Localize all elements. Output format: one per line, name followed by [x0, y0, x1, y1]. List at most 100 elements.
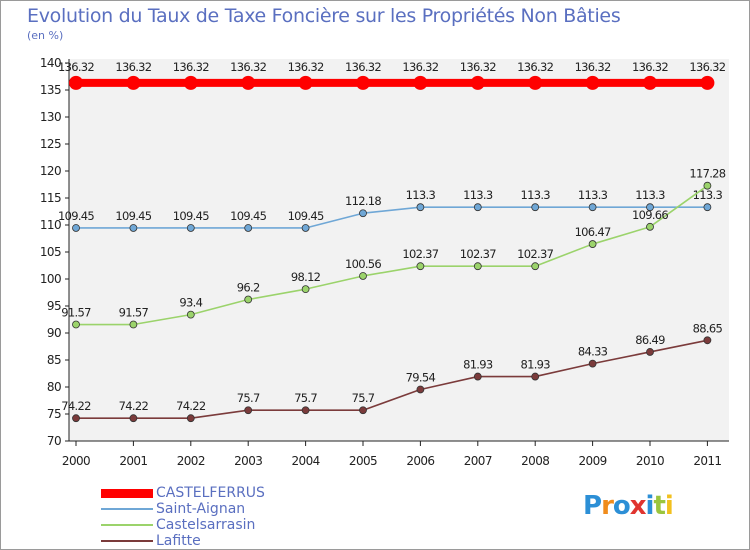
y-tick-label: 90	[47, 326, 61, 340]
brand-logo: Proxiti	[583, 491, 674, 521]
data-label: 91.57	[61, 306, 91, 320]
series-line	[76, 339, 708, 420]
data-label: 109.45	[173, 209, 209, 223]
data-point	[244, 406, 253, 415]
legend-swatch	[101, 540, 153, 542]
x-tick-label: 2000	[62, 454, 90, 468]
y-tick-label: 110	[40, 218, 61, 232]
data-point	[72, 224, 80, 232]
brand-letter: i	[645, 491, 655, 521]
y-tick-label: 70	[47, 434, 61, 448]
data-point	[531, 372, 540, 381]
data-label: 109.66	[632, 208, 668, 222]
y-tick-label: 115	[40, 191, 61, 205]
data-label: 75.7	[294, 391, 317, 405]
data-point	[588, 203, 597, 212]
data-label: 136.32	[115, 60, 151, 74]
data-point	[646, 203, 654, 212]
data-point	[301, 224, 310, 232]
data-label: 113.3	[578, 188, 608, 202]
data-label: 109.45	[288, 209, 324, 223]
data-label: 88.65	[693, 321, 723, 335]
data-point	[241, 75, 256, 90]
data-label: 112.18	[345, 194, 381, 208]
brand-letter: t	[653, 491, 665, 521]
data-point	[416, 203, 425, 212]
data-point	[129, 414, 138, 423]
data-label: 100.56	[345, 257, 381, 271]
brand-letter: i	[664, 491, 674, 521]
chart-title: Evolution du Taux de Taxe Foncière sur l…	[27, 5, 621, 27]
data-label: 136.32	[345, 60, 381, 74]
x-tick-label: 2008	[521, 454, 549, 468]
y-tick-label: 105	[40, 245, 61, 259]
data-label: 102.37	[402, 247, 438, 261]
x-tick-label: 2010	[636, 454, 664, 468]
data-label: 113.3	[693, 188, 723, 202]
data-point	[186, 224, 195, 232]
data-point	[72, 414, 80, 423]
x-tick-label: 2001	[119, 454, 147, 468]
data-label: 113.3	[635, 188, 665, 202]
y-tick-label: 140	[40, 56, 61, 70]
y-tick-label: 120	[40, 164, 61, 178]
brand-letter: r	[601, 491, 614, 521]
data-label: 81.93	[463, 358, 493, 372]
data-point	[244, 224, 253, 232]
data-label: 84.33	[578, 345, 608, 359]
data-point	[183, 75, 198, 90]
data-label: 75.7	[352, 391, 375, 405]
legend-item: Lafitte	[101, 533, 265, 549]
series-lafitte: 74.22 74.22 74.22 75.7 75.7 75.7 79.54 81.93 81.…	[61, 321, 723, 423]
data-label: 136.32	[575, 60, 611, 74]
data-label: 102.37	[460, 247, 496, 261]
data-point	[473, 372, 482, 381]
legend-swatch	[101, 524, 153, 526]
series-castelferrus: 136.32 136.32 136.32 136.32 136.32 136.32 136.…	[58, 60, 726, 90]
data-point	[588, 359, 597, 368]
data-label: 109.45	[230, 209, 266, 223]
x-tick-label: 2004	[292, 454, 320, 468]
data-label: 136.32	[58, 60, 94, 74]
data-point	[531, 203, 540, 212]
data-label: 136.32	[517, 60, 553, 74]
data-label: 74.22	[61, 399, 91, 413]
data-point	[646, 222, 654, 231]
data-label: 74.22	[119, 399, 149, 413]
chart-legend: CASTELFERRUS Saint-Aignan Castelsarrasin La…	[101, 485, 265, 549]
data-point	[413, 75, 428, 90]
data-label: 136.32	[173, 60, 209, 74]
data-label: 136.32	[288, 60, 324, 74]
data-label: 113.3	[463, 188, 493, 202]
data-point	[643, 75, 657, 90]
data-label: 91.57	[119, 306, 149, 320]
y-tick-label: 95	[47, 299, 61, 313]
x-tick-label: 2002	[177, 454, 205, 468]
data-label: 109.45	[115, 209, 151, 223]
data-label: 81.93	[520, 358, 550, 372]
data-point	[473, 262, 482, 271]
series-line	[76, 206, 708, 229]
data-point	[186, 414, 195, 423]
data-point	[301, 406, 310, 415]
data-label: 109.45	[58, 209, 94, 223]
data-label: 75.7	[237, 391, 260, 405]
y-tick-label: 80	[47, 380, 61, 394]
x-tick-label: 2003	[234, 454, 262, 468]
y-tick-label: 100	[40, 272, 61, 286]
y-tick-label: 130	[40, 110, 61, 124]
data-point	[359, 209, 367, 218]
legend-label: Castelsarrasin	[156, 517, 256, 533]
x-tick-label: 2007	[464, 454, 492, 468]
data-point	[359, 406, 367, 415]
data-point	[588, 240, 597, 248]
y-tick-label: 135	[40, 83, 61, 97]
data-label: 136.32	[632, 60, 668, 74]
legend-label: CASTELFERRUS	[156, 485, 265, 501]
data-point	[703, 203, 712, 212]
y-tick-label: 75	[47, 407, 61, 421]
y-tick-label: 85	[47, 353, 61, 367]
x-tick-label: 2006	[406, 454, 434, 468]
data-point	[129, 224, 138, 232]
data-label: 136.32	[230, 60, 266, 74]
